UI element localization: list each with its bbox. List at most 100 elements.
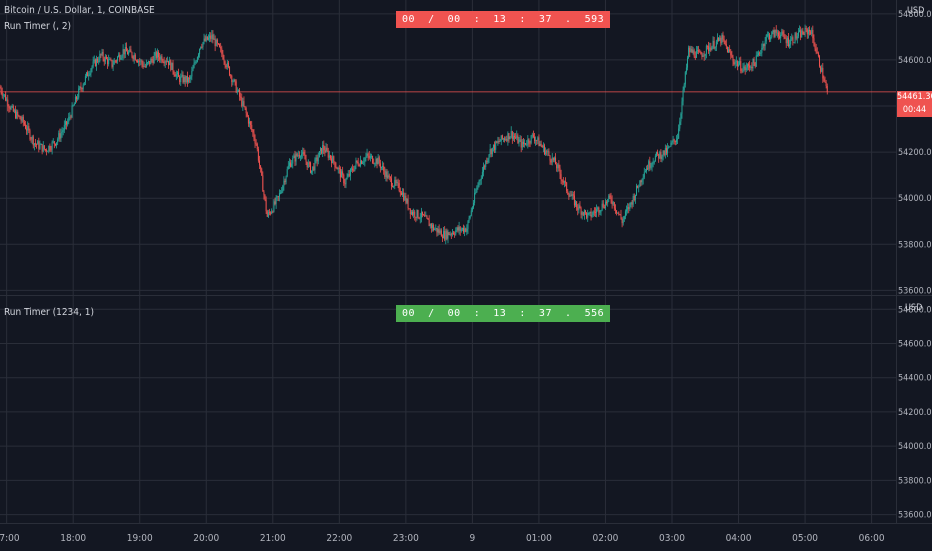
candle-body (197, 54, 199, 58)
candle-body (302, 151, 304, 155)
candle-body (496, 141, 498, 143)
candle-body (667, 147, 669, 154)
indicator-pane[interactable]: 54800.00 54600.00 54400.00 54200.00 54000.00… (0, 296, 932, 523)
candle-body (543, 145, 545, 155)
candle-body (502, 138, 504, 140)
candle-body (487, 158, 489, 163)
candle-body (300, 156, 302, 158)
candle-body (425, 215, 427, 217)
candle-body (85, 72, 87, 77)
candle-body (95, 58, 97, 67)
candle-body (636, 185, 638, 195)
candle-body (251, 124, 253, 130)
candle-body (194, 62, 196, 64)
candle-body (488, 154, 490, 159)
candle-body (76, 96, 78, 100)
candle-body (806, 29, 808, 35)
candle-body (651, 163, 653, 167)
candle-body (438, 229, 440, 233)
price-axis[interactable] (896, 0, 932, 523)
price-pane[interactable]: 54800.0054600.0054400.0054200.0054000.00… (0, 0, 932, 295)
candle-body (201, 46, 203, 48)
candle-body (614, 208, 616, 211)
candle-body (818, 55, 820, 67)
candle-body (528, 139, 530, 143)
candle-body (155, 52, 157, 58)
candle-body (510, 131, 512, 137)
candle-body (410, 211, 412, 214)
candle-body (137, 60, 139, 63)
candle-body (812, 30, 814, 39)
candle-body (468, 218, 470, 222)
symbol-legend[interactable]: Bitcoin / U.S. Dollar, 1, COINBASE (4, 5, 155, 16)
candle-body (629, 202, 631, 210)
candle-body (762, 43, 764, 49)
candle-body (702, 55, 704, 57)
indicator-legend-top[interactable]: Run Timer (, 2) (4, 21, 72, 32)
time-axis[interactable]: 17:00 18:00 19:00 20:00 21:00 22:00 23:00 9 01:0… (0, 523, 932, 551)
candle-body (610, 197, 612, 201)
candle-body (587, 213, 589, 218)
currency-label-bottom: USD (905, 303, 923, 313)
candle-body (264, 194, 266, 200)
candle-body (53, 141, 55, 144)
candle-body (115, 60, 117, 62)
candle-body (524, 143, 526, 144)
candle-body (336, 167, 338, 170)
candle-body (148, 61, 150, 63)
candle-body (641, 179, 643, 183)
candle-body (342, 171, 344, 175)
candle-body (417, 210, 419, 218)
candle-body (37, 141, 39, 145)
candle-body (138, 60, 140, 63)
x-tick-label: 02:00 (592, 533, 618, 544)
candle-body (637, 185, 639, 188)
candle-body (59, 133, 61, 139)
candle-body (805, 28, 807, 30)
candle-body (639, 180, 641, 188)
candle-body (367, 153, 369, 156)
candle-body (180, 76, 182, 83)
candle-body (54, 143, 56, 146)
candle-body (431, 225, 433, 228)
candle-body (507, 133, 509, 141)
candle-body (110, 59, 112, 61)
candle-body (628, 206, 630, 210)
candle-body (103, 58, 105, 62)
candle-body (99, 54, 101, 62)
candle-body (699, 51, 701, 53)
candle-body (800, 30, 802, 38)
candle-body (270, 212, 272, 214)
indicator-chart[interactable]: 54800.00 54600.00 54400.00 54200.00 54000.00… (0, 296, 932, 523)
candle-body (567, 191, 569, 194)
candle-body (0, 87, 2, 93)
candle-body (738, 64, 740, 67)
candle-body (374, 163, 376, 165)
candle-body (740, 61, 742, 71)
candle-body (244, 106, 246, 109)
candle-body (427, 218, 429, 220)
candle-body (792, 37, 794, 43)
price-chart[interactable]: 54800.0054600.0054400.0054200.0054000.00… (0, 0, 932, 295)
candle-body (654, 155, 656, 162)
candle-body (262, 175, 264, 192)
candle-body (64, 121, 66, 126)
candle-body (107, 58, 109, 65)
candle-body (655, 151, 657, 156)
indicator-legend-bottom[interactable]: Run Timer (1234, 1) (4, 307, 94, 318)
candle-body (250, 121, 252, 125)
candle-body (50, 149, 52, 151)
candle-body (58, 133, 60, 140)
candle-body (109, 59, 111, 61)
candle-body (538, 137, 540, 147)
candle-body (297, 155, 299, 156)
candle-body (304, 154, 306, 160)
candle-body (732, 56, 734, 62)
candle-body (6, 99, 8, 101)
candle-body (712, 40, 714, 47)
candle-body (25, 124, 27, 129)
candle-body (39, 144, 41, 149)
candle-body (482, 166, 484, 172)
pane-divider[interactable] (0, 295, 932, 296)
candle-body (72, 105, 74, 107)
